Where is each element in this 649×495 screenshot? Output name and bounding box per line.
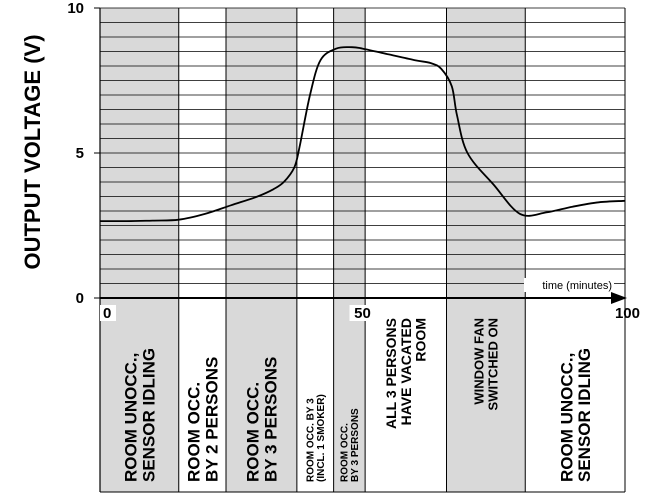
phase-label-line: SWITCHED ON xyxy=(485,318,500,410)
phase-label-line: BY 3 PERSONS xyxy=(261,357,280,482)
x-tick-label: 100 xyxy=(615,305,640,322)
phase-label: ROOM OCC.BY 2 PERSONS xyxy=(185,357,222,482)
phase-shade xyxy=(226,8,297,492)
phase-label-line: ALL 3 PERSONS xyxy=(383,318,399,429)
phase-shade xyxy=(100,8,179,492)
phase-label: ROOM OCC. BY 3 (INCL. 1 SMOKER) xyxy=(306,394,328,482)
x-tick-backing xyxy=(349,305,376,321)
voltage-curve-layer xyxy=(99,46,626,223)
y-tick-label: 0 xyxy=(76,290,84,307)
y-tick-label: 10 xyxy=(67,0,84,17)
phase-label: ROOM OCC.BY 3 PERSONS xyxy=(244,357,281,482)
phase-shade xyxy=(333,8,366,492)
phase-labels: ROOM UNOCC.,SENSOR IDLING ROOM OCC.BY 2 P… xyxy=(122,318,595,482)
phase-label-line: BY 3 PERSONS xyxy=(350,408,361,482)
phase-label-line: ROOM OCC. xyxy=(244,382,263,482)
phase-label-line: ROOM UNOCC., xyxy=(122,353,141,482)
horizontal-gridlines xyxy=(100,7,625,284)
phase-label-line: WINDOW FAN xyxy=(472,318,487,405)
phase-label-line: ROOM xyxy=(413,318,429,362)
y-tick-label: 5 xyxy=(76,145,84,162)
phase-shade xyxy=(446,8,526,492)
plot-frame xyxy=(99,8,627,493)
phase-label-line: SENSOR IDLING xyxy=(139,348,158,482)
phase-label-line: ROOM UNOCC., xyxy=(557,353,576,482)
x-axis-title: time (minutes) xyxy=(542,280,612,292)
x-axis-arrow xyxy=(611,292,627,304)
phase-label-line: ROOM OCC. xyxy=(340,423,351,482)
phase-label-line: ROOM OCC. BY 3 xyxy=(306,398,317,482)
x-tick-backing xyxy=(100,305,116,321)
phase-label-line: HAVE VACATED xyxy=(398,318,414,425)
x-tick-label: 0 xyxy=(103,305,111,322)
x-tick-label: 50 xyxy=(354,305,371,322)
y-axis-title: OUTPUT VOLTAGE (V) xyxy=(20,34,45,269)
phase-dividers xyxy=(178,8,526,492)
phase-label-line: BY 2 PERSONS xyxy=(202,357,221,482)
phase-label-line: (INCL. 1 SMOKER) xyxy=(316,394,327,482)
phase-label-line: ROOM OCC. xyxy=(185,382,204,482)
voltage-curve xyxy=(99,46,626,223)
phase-label-line: SENSOR IDLING xyxy=(575,348,594,482)
x-axis-title-backing xyxy=(524,278,614,292)
phase-label: ROOM UNOCC.,SENSOR IDLING xyxy=(122,348,159,482)
phase-label: ROOM OCC.BY 3 PERSONS xyxy=(340,408,362,482)
phase-shading xyxy=(100,8,526,492)
phase-label: ROOM UNOCC.,SENSOR IDLING xyxy=(557,348,594,482)
